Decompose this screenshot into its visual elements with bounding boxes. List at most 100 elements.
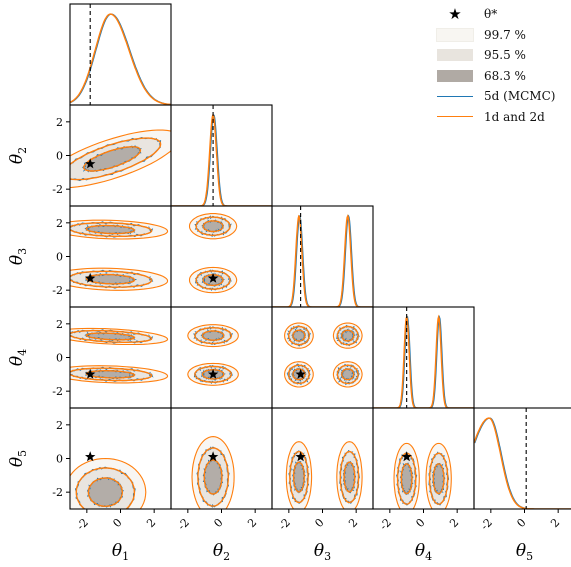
marginal-mcmc-2 (171, 114, 272, 206)
contour-fill-2_3-2 (341, 330, 354, 341)
panel-frame-3-3 (372, 306, 475, 409)
contour-1d2d-0_3-2 (85, 332, 136, 341)
legend-level-997-label: 99.7 % (484, 27, 526, 42)
marginal-5 (474, 417, 571, 509)
true-value-star-0_4 (85, 451, 96, 462)
contour-1d2d-3_4-2 (400, 463, 413, 495)
contour-outer-2_3 (332, 361, 363, 388)
legend-level-683: 68.3 % (432, 66, 568, 87)
x-tick-label-4: -2 (478, 516, 495, 533)
y-tick-label-2: 0 (56, 251, 63, 264)
contour-fill-2_3-2 (292, 330, 305, 341)
contour-1d2d-2_4-1 (289, 450, 309, 504)
contour-outer-2_4 (285, 441, 313, 509)
x-tick-label-0: 0 (110, 516, 124, 530)
contour-mcmc-3_4-2 (431, 462, 446, 496)
marginal-1 (70, 13, 171, 105)
y-tick-label-4: -2 (52, 486, 63, 499)
level-955-swatch (437, 49, 473, 62)
x-tick-label-3: 2 (447, 516, 461, 530)
1d2d-line-swatch (437, 116, 473, 118)
y-tick-label-4: 0 (56, 453, 63, 466)
contour-1d2d-2_3-2 (340, 368, 355, 381)
contour-fill-2_4-2 (344, 462, 355, 492)
y-axis-label-3: θ3 (7, 248, 29, 265)
x-tick-label-4: 0 (514, 516, 528, 530)
legend: ★ θ* 99.7 % 95.5 % 68.3 % 5d (MCMC) 1d a… (432, 4, 568, 127)
contour-outer-1_3 (187, 362, 239, 386)
true-value-star-0_2 (85, 272, 96, 283)
x-tick-label-2: 2 (346, 516, 360, 530)
contour-1d2d-1_4-2 (203, 459, 223, 495)
contour-outer-3_4 (425, 442, 452, 509)
contour-outer-2_3 (284, 361, 314, 388)
panel-1_3-contours (187, 324, 239, 386)
panel-2_3-contours (284, 322, 363, 388)
y-axis-label-4: θ4 (7, 349, 29, 366)
legend-mcmc: 5d (MCMC) (432, 86, 568, 107)
contour-outer-1_4 (191, 436, 235, 509)
legend-level-997: 99.7 % (432, 25, 568, 46)
y-tick-label-4: 2 (56, 419, 63, 432)
contour-1d2d-0_2-1 (70, 270, 153, 288)
level-997-swatch (436, 27, 474, 42)
legend-level-955: 95.5 % (432, 45, 568, 66)
contour-1d2d-0_1-1 (70, 137, 162, 181)
contour-outer-0_4 (70, 457, 147, 509)
true-value-star-0_1 (85, 158, 96, 169)
contour-1d2d-1_3-1 (194, 365, 233, 383)
contour-outer-0_3 (70, 327, 169, 346)
legend-mcmc-label: 5d (MCMC) (484, 89, 556, 104)
panel-0_2-contours (70, 219, 169, 291)
x-tick-label-4: 2 (548, 516, 562, 530)
x-tick-label-2: 0 (312, 516, 326, 530)
contour-1d2d-0_4-2 (87, 477, 124, 508)
y-tick-label-3: -2 (52, 385, 63, 398)
panel-3_4-contours (393, 442, 452, 509)
contour-1d2d-1_3-1 (194, 326, 233, 345)
panel-frame-1-3 (170, 306, 273, 409)
true-value-star-1_2 (207, 272, 219, 283)
x-tick-label-3: -2 (377, 516, 394, 533)
marginal-3 (272, 214, 373, 307)
contour-1d2d-2_4-1 (339, 450, 360, 504)
contour-1d2d-1_3-2 (201, 330, 225, 341)
star-icon: ★ (448, 5, 462, 24)
contour-outer-1_2 (188, 213, 238, 240)
x-axis-label-4: θ4 (415, 541, 432, 563)
y-axis-label-2: θ2 (7, 147, 29, 164)
contour-1d2d-1_3-2 (201, 368, 225, 380)
contour-1d2d-2_4-2 (292, 461, 305, 493)
legend-level-955-label: 95.5 % (484, 48, 526, 63)
contour-1d2d-2_3-1 (287, 364, 310, 385)
contour-1d2d-0_2-2 (85, 273, 136, 285)
y-tick-label-3: 2 (56, 318, 63, 331)
contour-outer-2_4 (336, 441, 363, 509)
contour-outer-3_4 (393, 442, 420, 509)
contour-outer-0_2 (70, 219, 169, 240)
contour-mcmc-2_4-2 (342, 461, 357, 494)
x-tick-label-3: 0 (413, 516, 427, 530)
legend-star-label: θ* (484, 7, 498, 22)
y-tick-label-1: 2 (56, 116, 63, 129)
marginal-mcmc-4 (373, 315, 474, 408)
x-tick-label-0: -2 (74, 516, 91, 533)
x-tick-label-1: -2 (175, 516, 192, 533)
y-tick-label-2: -2 (52, 284, 63, 297)
panel-frame-1-1 (170, 104, 273, 207)
legend-star: ★ θ* (432, 4, 568, 25)
legend-1d2d: 1d and 2d (432, 107, 568, 128)
contour-1d2d-3_4-1 (428, 452, 449, 505)
x-axis-label-5: θ5 (516, 541, 533, 563)
contour-outer-1_3 (187, 324, 239, 348)
contour-outer-2_3 (284, 322, 314, 349)
contour-outer-0_1 (70, 129, 171, 189)
mcmc-line-swatch (437, 95, 473, 97)
marginal-1d2d-1 (70, 13, 171, 105)
true-value-star-0_3 (85, 368, 96, 379)
panel-frame-3-4 (372, 407, 475, 510)
panel-0_4-contours (70, 457, 147, 509)
x-tick-label-0: 2 (144, 516, 158, 530)
contour-1d2d-2_3-2 (292, 329, 306, 342)
